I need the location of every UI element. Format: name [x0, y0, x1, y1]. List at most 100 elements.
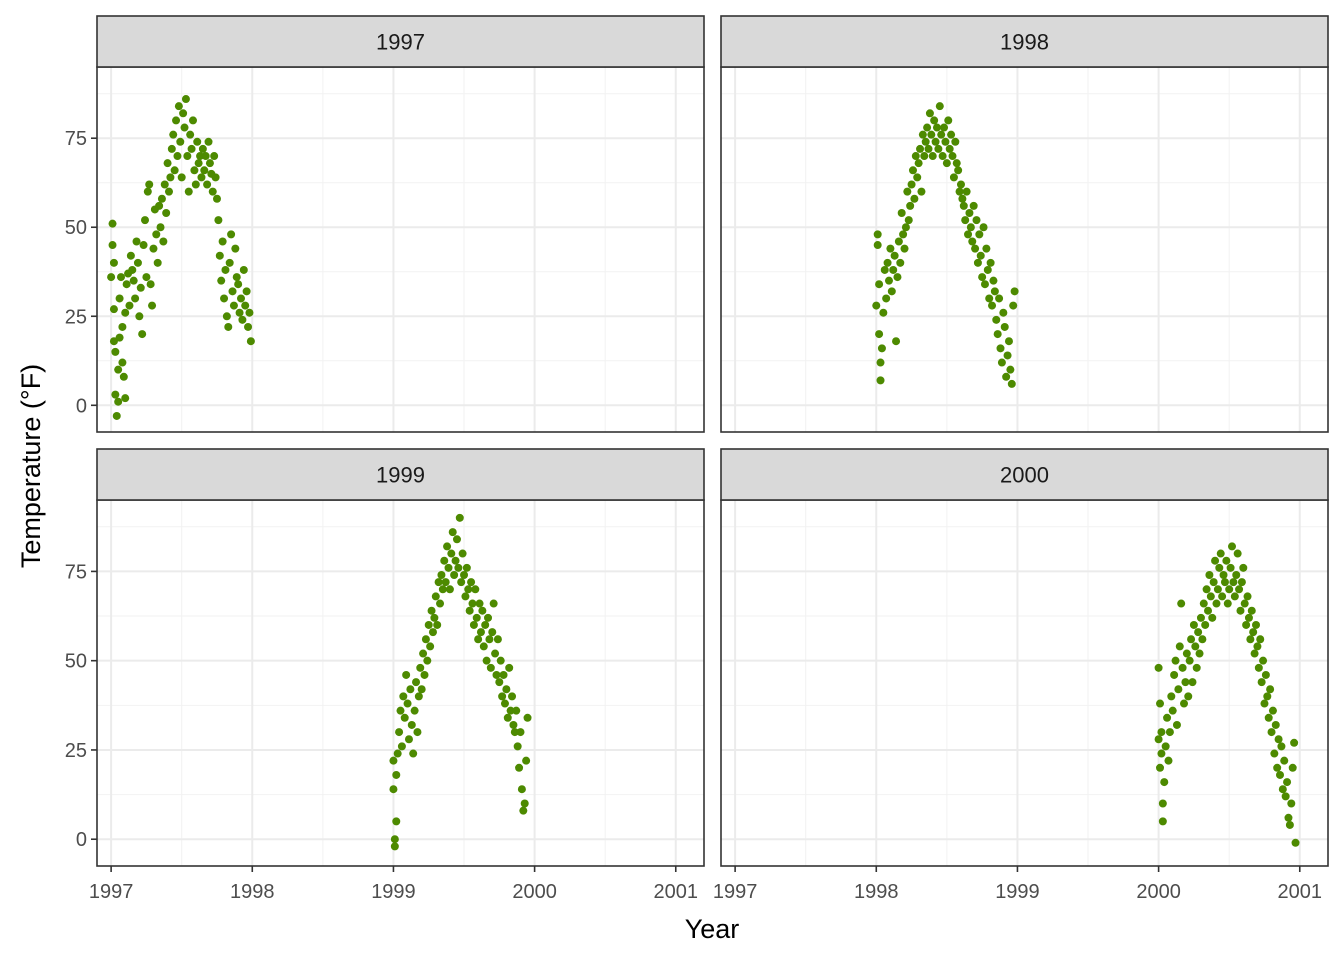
data-point	[164, 187, 173, 196]
data-point	[1266, 685, 1275, 694]
data-point	[177, 173, 186, 182]
data-point	[1230, 592, 1239, 601]
data-point	[412, 678, 421, 687]
data-point	[952, 159, 961, 168]
data-point	[465, 606, 474, 615]
data-point	[1184, 692, 1193, 701]
data-point	[469, 620, 478, 629]
data-point	[964, 230, 973, 239]
data-point	[1161, 742, 1170, 751]
data-point	[971, 244, 980, 253]
data-point	[393, 749, 402, 758]
data-point	[904, 216, 913, 225]
data-point	[1182, 649, 1191, 658]
y-tick-label: 0	[76, 395, 87, 417]
data-point	[876, 358, 885, 367]
data-point	[441, 578, 450, 587]
data-point	[954, 166, 963, 175]
data-point	[918, 130, 927, 139]
data-point	[201, 152, 210, 161]
data-point	[1249, 628, 1258, 637]
data-point	[474, 635, 483, 644]
data-point	[149, 244, 158, 253]
data-point	[1252, 620, 1261, 629]
data-point	[115, 333, 124, 342]
data-point	[133, 258, 142, 267]
panel-background	[97, 67, 704, 432]
data-point	[889, 265, 898, 274]
data-point	[128, 265, 137, 274]
facet-strip	[96, 448, 705, 501]
facet-strip	[720, 448, 1329, 501]
data-point	[241, 301, 250, 310]
data-point	[479, 642, 488, 651]
data-point	[431, 592, 440, 601]
data-point	[879, 308, 888, 317]
data-point	[986, 258, 995, 267]
data-point	[428, 628, 437, 637]
data-point	[214, 216, 223, 225]
data-point	[426, 642, 435, 651]
data-point	[399, 692, 408, 701]
data-point	[232, 273, 241, 282]
data-point	[1257, 678, 1266, 687]
data-point	[1003, 351, 1012, 360]
data-point	[112, 411, 121, 420]
data-point	[945, 144, 954, 153]
data-point	[1180, 699, 1189, 708]
data-point	[121, 394, 130, 403]
data-point	[245, 308, 254, 317]
data-point	[148, 301, 157, 310]
data-point	[958, 194, 967, 203]
data-point	[1220, 578, 1229, 587]
data-point	[181, 95, 190, 104]
data-point	[414, 692, 423, 701]
data-point	[913, 173, 922, 182]
data-point	[194, 159, 203, 168]
data-point	[968, 237, 977, 246]
data-point	[109, 305, 118, 314]
data-point	[890, 251, 899, 260]
data-point	[942, 159, 951, 168]
y-tick-label: 50	[65, 217, 87, 239]
data-point	[1232, 570, 1241, 579]
data-point	[1165, 728, 1174, 737]
x-tick-label: 1999	[371, 881, 416, 903]
x-tick-label: 1999	[995, 881, 1040, 903]
data-point	[389, 756, 398, 765]
data-point	[410, 706, 419, 715]
data-point	[187, 144, 196, 153]
data-point	[427, 606, 436, 615]
data-point	[170, 166, 179, 175]
y-tick-label: 25	[65, 306, 87, 328]
data-point	[108, 219, 117, 228]
data-point	[117, 273, 125, 282]
data-point	[508, 692, 517, 701]
data-point	[443, 542, 452, 551]
data-point	[176, 137, 185, 146]
data-point	[499, 670, 508, 679]
data-point	[118, 322, 127, 331]
data-point	[938, 152, 947, 161]
y-tick-label: 75	[65, 561, 87, 583]
data-point	[122, 280, 131, 289]
data-point	[907, 180, 916, 189]
data-point	[1211, 556, 1220, 565]
data-point	[495, 678, 504, 687]
data-point	[390, 835, 399, 844]
data-point	[1263, 692, 1272, 701]
data-point	[1278, 785, 1287, 794]
data-point	[873, 230, 882, 239]
data-point	[522, 756, 531, 765]
data-point	[1247, 606, 1256, 615]
data-point	[1216, 549, 1225, 558]
data-point	[1156, 699, 1165, 708]
data-point	[920, 152, 929, 161]
data-point	[1219, 570, 1228, 579]
data-point	[235, 308, 244, 317]
data-point	[1156, 763, 1165, 772]
data-point	[1208, 613, 1217, 622]
data-point	[231, 244, 240, 253]
data-point	[445, 585, 454, 594]
